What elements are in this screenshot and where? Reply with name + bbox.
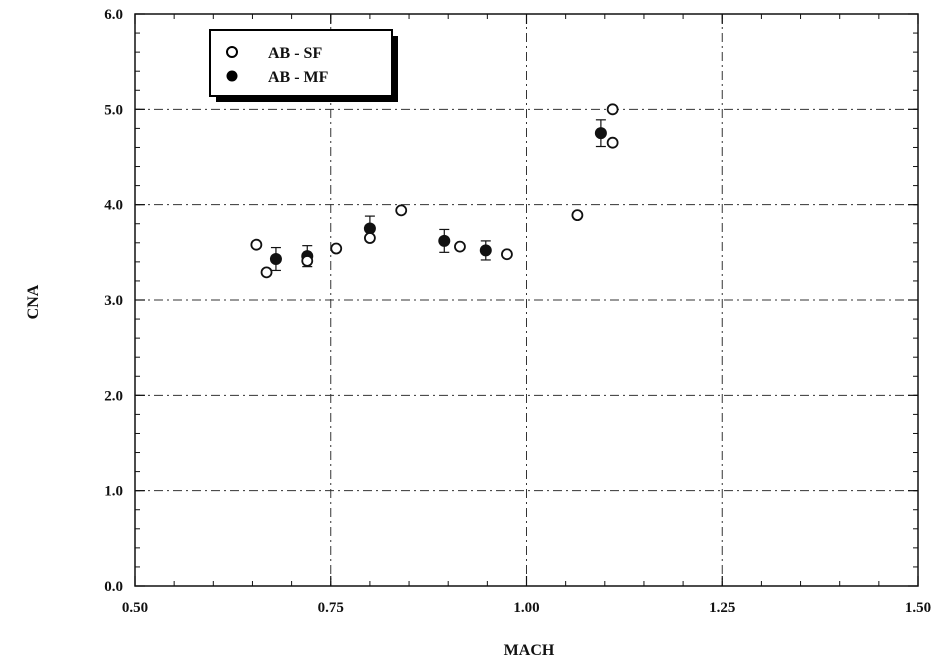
data-point-ab-mf	[269, 253, 282, 266]
legend-open-circle-icon	[226, 46, 238, 58]
data-point-ab-sf	[363, 232, 376, 244]
y-tick-label: 5.0	[104, 102, 123, 118]
y-tick-label: 6.0	[104, 7, 123, 23]
y-axis-title: CNA	[25, 284, 42, 319]
x-tick-label: 1.50	[905, 600, 931, 616]
legend-filled-circle-icon	[226, 70, 238, 82]
x-axis-title: MACH	[504, 642, 555, 659]
data-point-ab-sf	[301, 255, 314, 267]
data-point-ab-sf	[250, 238, 263, 251]
grid-lines	[135, 14, 918, 586]
y-tick-label: 4.0	[104, 198, 123, 214]
y-tick-label: 1.0	[104, 484, 123, 500]
tick-labels: 0.50 0.75 1.00 1.25 1.50 0.0 1.0 2.0 3.0 4.0 5.0 6.…	[104, 7, 931, 616]
x-tick-label: 1.00	[513, 600, 539, 616]
x-tick-label: 0.50	[122, 600, 148, 616]
data-point-ab-sf	[454, 240, 466, 253]
x-tick-label: 1.25	[709, 600, 735, 616]
x-tick-label: 0.75	[318, 600, 344, 616]
data-point-ab-mf	[363, 222, 376, 235]
data-point-ab-sf	[395, 204, 408, 217]
data-point-ab-sf	[606, 136, 619, 149]
data-point-ab-mf	[479, 244, 492, 257]
legend: AB - SF AB - MF	[209, 29, 398, 102]
y-tick-label: 0.0	[104, 579, 123, 595]
y-tick-label: 2.0	[104, 388, 123, 404]
plot-frame	[134, 13, 919, 587]
data-point-ab-sf	[330, 242, 343, 255]
data-point-ab-mf	[438, 234, 451, 247]
legend-label-mf: AB - MF	[268, 69, 329, 86]
data-markers	[250, 103, 619, 279]
data-point-ab-sf	[260, 266, 273, 279]
data-point-ab-sf	[571, 209, 584, 222]
data-point-ab-sf	[606, 103, 619, 116]
data-point-ab-mf	[594, 127, 607, 140]
y-tick-label: 3.0	[104, 293, 123, 309]
data-point-ab-sf	[501, 248, 513, 261]
legend-label-sf: AB - SF	[268, 45, 322, 62]
